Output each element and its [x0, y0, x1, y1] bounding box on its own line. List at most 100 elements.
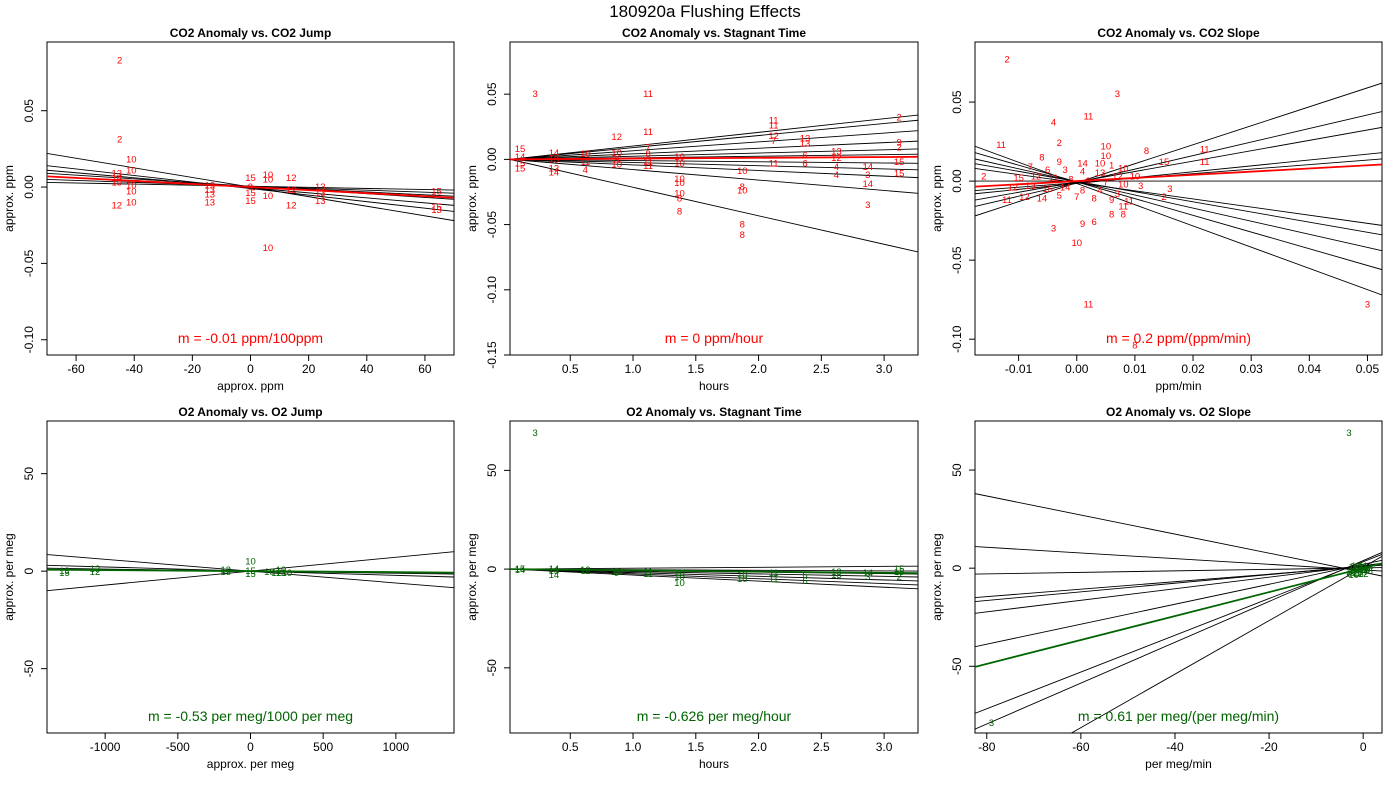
- x-tick-label: 500: [313, 740, 333, 754]
- data-point-label: 2: [1004, 54, 1009, 65]
- data-point-label: 15: [515, 164, 526, 175]
- fit-line: [510, 565, 918, 570]
- y-tick-label: -0.10: [485, 276, 499, 304]
- data-point-label: 11: [580, 157, 590, 168]
- data-point-label: 13: [549, 154, 560, 165]
- data-point-label: 1: [1109, 160, 1114, 171]
- fit-line: [510, 158, 918, 179]
- x-tick-label: -20: [1260, 740, 1278, 754]
- data-point-label: 13: [315, 188, 326, 199]
- data-point-label: 15: [1013, 173, 1024, 184]
- data-point-label: 10: [263, 191, 274, 202]
- data-point-label: 3: [865, 170, 870, 181]
- data-point-label: 3: [1115, 189, 1120, 200]
- fit-line: [510, 568, 918, 586]
- x-tick-label: -500: [166, 740, 190, 754]
- data-point-label: 10: [674, 158, 685, 169]
- panel-title: O2 Anomaly vs. O2 Jump: [178, 405, 322, 419]
- x-tick-label: 20: [302, 362, 316, 376]
- y-axis-label: approx. ppm: [930, 165, 944, 232]
- data-point-label: 13: [831, 147, 842, 158]
- data-point-label: 13: [549, 566, 560, 577]
- data-point-label: 14: [1060, 182, 1071, 193]
- data-point-label: 13: [315, 196, 326, 207]
- data-point-label: 11: [643, 569, 653, 580]
- data-point-label: 13: [549, 164, 560, 175]
- data-point-label: 2: [1057, 138, 1062, 149]
- data-point-label: 8: [740, 182, 745, 193]
- data-point-label: 12: [1358, 569, 1369, 580]
- slope-annotation: m = -0.53 per meg/1000 per meg: [148, 708, 353, 724]
- panel-title: CO2 Anomaly vs. Stagnant Time: [622, 26, 806, 40]
- fit-line: [975, 152, 1382, 195]
- data-point-label: 14: [1363, 562, 1374, 573]
- data-point-label: 12: [1348, 565, 1359, 576]
- data-point-label: 10: [674, 188, 685, 199]
- data-point-label: 10: [263, 174, 274, 185]
- data-point-label: 12: [90, 567, 101, 578]
- x-tick-label: 0.03: [1239, 362, 1263, 376]
- data-point-label: 10: [674, 578, 685, 589]
- fit-line: [510, 158, 918, 171]
- y-tick-label: -50: [950, 657, 964, 675]
- data-point-label: 14: [1351, 561, 1362, 572]
- fit-line: [975, 111, 1382, 207]
- data-point-label: 3: [532, 89, 537, 100]
- data-point-label: 8: [1092, 194, 1097, 205]
- data-point-label: 8: [677, 194, 682, 205]
- data-point-label: 11: [1083, 111, 1093, 122]
- data-point-label: 11: [996, 140, 1006, 151]
- data-point-label: 15: [1159, 157, 1170, 168]
- data-point-label: 11: [580, 566, 590, 577]
- data-point-label: 15: [431, 202, 442, 213]
- data-point-label: 2: [117, 55, 122, 66]
- data-point-label: 14: [515, 565, 526, 576]
- y-tick-label: 50: [950, 463, 964, 477]
- fit-line: [975, 82, 1382, 217]
- data-point-label: 10: [580, 565, 591, 576]
- data-point-label: 11: [769, 574, 779, 585]
- y-tick-label: 0.00: [485, 147, 499, 171]
- data-point-label: 3: [865, 572, 870, 583]
- x-tick-label: 0.04: [1298, 362, 1322, 376]
- data-point-label: 10: [1346, 567, 1357, 578]
- y-axis-label: approx. ppm: [2, 165, 16, 232]
- data-point-label: 12: [768, 131, 779, 142]
- data-point-label: 10: [126, 155, 137, 166]
- fit-line: [975, 552, 1382, 730]
- data-point-label: 4: [1080, 167, 1085, 178]
- data-point-label: 9: [897, 137, 902, 148]
- data-point-label: 11: [1358, 561, 1368, 572]
- data-point-label: 12: [1008, 182, 1019, 193]
- y-axis-label: approx. per meg: [930, 533, 944, 620]
- data-point-label: 12: [1031, 171, 1042, 182]
- fit-line: [975, 168, 1382, 226]
- x-tick-label: 0: [247, 362, 254, 376]
- fit-line: [510, 119, 918, 160]
- data-point-label: 4: [834, 170, 839, 181]
- fit-line: [510, 158, 918, 253]
- x-axis-label: hours: [699, 379, 729, 393]
- data-point-label: 8: [740, 220, 745, 231]
- data-point-label: 6: [802, 158, 807, 169]
- plot-frame: [509, 41, 919, 356]
- data-point-label: 15: [59, 568, 70, 579]
- data-point-label: 8: [1109, 209, 1114, 220]
- y-tick-label: 0.00: [950, 169, 964, 193]
- data-point-label: 8: [1358, 567, 1363, 578]
- x-tick-label: -20: [184, 362, 202, 376]
- x-tick-label: -60: [67, 362, 85, 376]
- data-point-label: 10: [1101, 151, 1112, 162]
- x-tick-label: -60: [1072, 740, 1090, 754]
- data-point-label: 15: [515, 144, 526, 155]
- data-point-label: 15: [894, 157, 905, 168]
- data-point-label: 10: [674, 178, 685, 189]
- data-point-label: 11: [643, 161, 653, 172]
- data-point-label: 15: [515, 158, 526, 169]
- data-point-label: 10: [611, 567, 622, 578]
- x-tick-label: 2.0: [750, 740, 767, 754]
- panel-6: O2 Anomaly vs. O2 Slope -80 -60 -40 -20 0 -50 0…: [930, 405, 1383, 771]
- data-point-label: 15: [245, 566, 256, 577]
